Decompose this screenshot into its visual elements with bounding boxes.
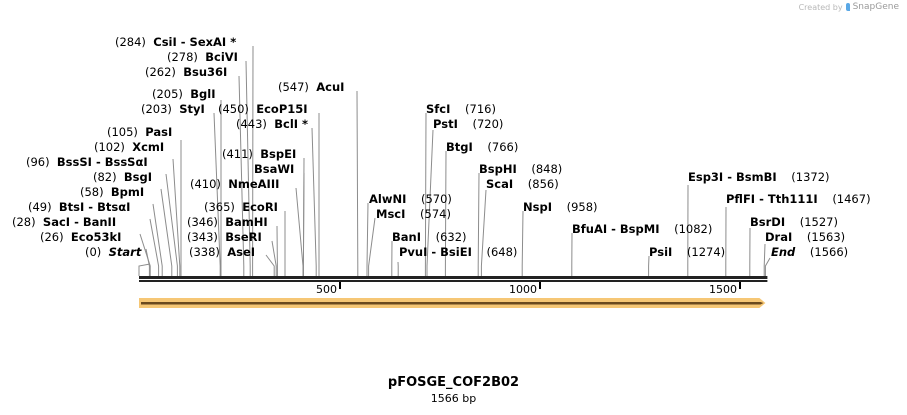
ruler-tick (339, 282, 341, 289)
cut-site[interactable] (521, 210, 524, 276)
cut-site-label[interactable]: (410) NmeAIII (190, 177, 279, 191)
feature-arrow[interactable] (139, 298, 766, 308)
cut-site-label[interactable]: BanI (632) (392, 230, 467, 244)
cut-site[interactable] (138, 263, 151, 276)
cut-site[interactable] (764, 257, 771, 276)
ruler-tick-label: 1500 (709, 283, 737, 296)
ruler-tick-label: 1000 (509, 283, 537, 296)
cut-site-label[interactable]: (262) Bsu36I (145, 65, 227, 79)
cut-site-label[interactable]: BfuAI - BspMI (1082) (572, 222, 712, 236)
cut-site-label[interactable]: (58) BpmI (80, 185, 144, 199)
cut-site-label[interactable]: (338) AseI (189, 245, 255, 259)
cut-site-label[interactable]: (105) PasI (107, 125, 172, 139)
cut-site-label[interactable]: (365) EcoRI (204, 200, 278, 214)
cut-site-label[interactable]: (205) BglI (152, 87, 215, 101)
cut-site-label[interactable]: BtgI (766) (446, 140, 518, 154)
cut-site[interactable] (172, 158, 181, 276)
cut-site-label[interactable]: (450) EcoP15I (218, 102, 308, 116)
cut-site[interactable] (763, 243, 766, 276)
ruler-tick (739, 282, 741, 289)
cut-site[interactable] (245, 60, 251, 276)
cut-site-label[interactable]: Esp3I - BsmBI (1372) (688, 170, 830, 184)
cut-site-label[interactable]: ScaI (856) (486, 177, 559, 191)
cut-site-label[interactable]: (28) SacI - BanII (12, 215, 116, 229)
cut-site[interactable] (238, 75, 245, 276)
cut-site-label[interactable]: (278) BciVI (167, 50, 238, 64)
cut-site[interactable] (480, 189, 487, 276)
cut-site-label[interactable]: PvuI - BsiEI (648) (399, 245, 517, 259)
cut-site-label[interactable]: (0) Start (85, 245, 142, 259)
cut-site-label[interactable]: (203) StyI (141, 102, 205, 116)
cut-site-label[interactable]: (96) BssSI - BssSαI (26, 155, 148, 169)
snapgene-logo-icon (845, 3, 850, 11)
ruler-tick (539, 282, 541, 289)
cut-site[interactable] (424, 112, 427, 276)
cut-site-label[interactable]: (411) BspEI (222, 147, 296, 161)
sequence-track-top (139, 276, 768, 279)
cut-site[interactable] (152, 203, 163, 276)
cut-site[interactable] (271, 240, 277, 276)
cut-site-label[interactable]: SfcI (716) (426, 102, 496, 116)
cut-site-label[interactable]: (102) XcmI (94, 140, 164, 154)
cut-site-label[interactable]: AlwNI (570) (369, 192, 452, 206)
map-length: 1566 bp (430, 392, 477, 405)
cut-site-label[interactable]: (547) AcuI (278, 80, 344, 94)
cut-site[interactable] (213, 112, 221, 276)
cut-site-label[interactable]: (346) BamHI (187, 215, 268, 229)
cut-site-label[interactable]: (343) BseRI (187, 230, 262, 244)
cut-site[interactable] (368, 217, 376, 276)
cut-site[interactable] (295, 187, 304, 276)
cut-site-label[interactable]: BsaWI (254, 162, 294, 176)
cut-site-label[interactable]: MscI (574) (376, 207, 451, 221)
cut-site-label[interactable]: BsrDI (1527) (750, 215, 838, 229)
cut-site[interactable] (426, 129, 434, 276)
cut-site-label[interactable]: PflFI - Tth111I (1467) (726, 192, 871, 206)
cut-site[interactable] (160, 188, 173, 276)
cut-site[interactable] (149, 218, 160, 276)
cut-site[interactable] (477, 172, 480, 276)
ruler-tick-label: 500 (316, 283, 337, 296)
sequence-track-bottom (139, 280, 768, 282)
cut-site[interactable] (356, 90, 359, 276)
cut-site-label[interactable]: (82) BsgI (93, 170, 152, 184)
cut-site-label[interactable]: DraI (1563) (765, 230, 845, 244)
cut-site-label[interactable]: (443) BclI * (236, 117, 308, 131)
cut-site-label[interactable]: BspHI (848) (479, 162, 562, 176)
credit-brand: SnapGene (852, 2, 899, 12)
credit-prefix: Created by (798, 2, 843, 12)
cut-site-label[interactable]: (284) CsiI - SexAI * (115, 35, 236, 49)
cut-site-label[interactable]: NspI (958) (523, 200, 598, 214)
cut-site-label[interactable]: PsiI (1274) (649, 245, 725, 259)
cut-site[interactable] (311, 127, 317, 276)
cut-site[interactable] (265, 254, 275, 276)
cut-site-label[interactable]: End (1566) (771, 245, 848, 259)
cut-site[interactable] (366, 202, 369, 276)
snapgene-credit: Created by SnapGene (799, 2, 899, 12)
cut-site[interactable] (165, 173, 178, 276)
cut-site[interactable] (444, 150, 447, 276)
map-title: pFOSGE_COF2B02 (387, 375, 520, 390)
cut-site-label[interactable]: (26) Eco53kI (40, 230, 121, 244)
cut-site-label[interactable]: (49) BtsI - BtsαI (28, 200, 130, 214)
cut-site[interactable] (302, 157, 305, 276)
cut-site[interactable] (139, 233, 151, 276)
cut-site-label[interactable]: PstI (720) (433, 117, 503, 131)
cut-site[interactable] (145, 248, 150, 276)
